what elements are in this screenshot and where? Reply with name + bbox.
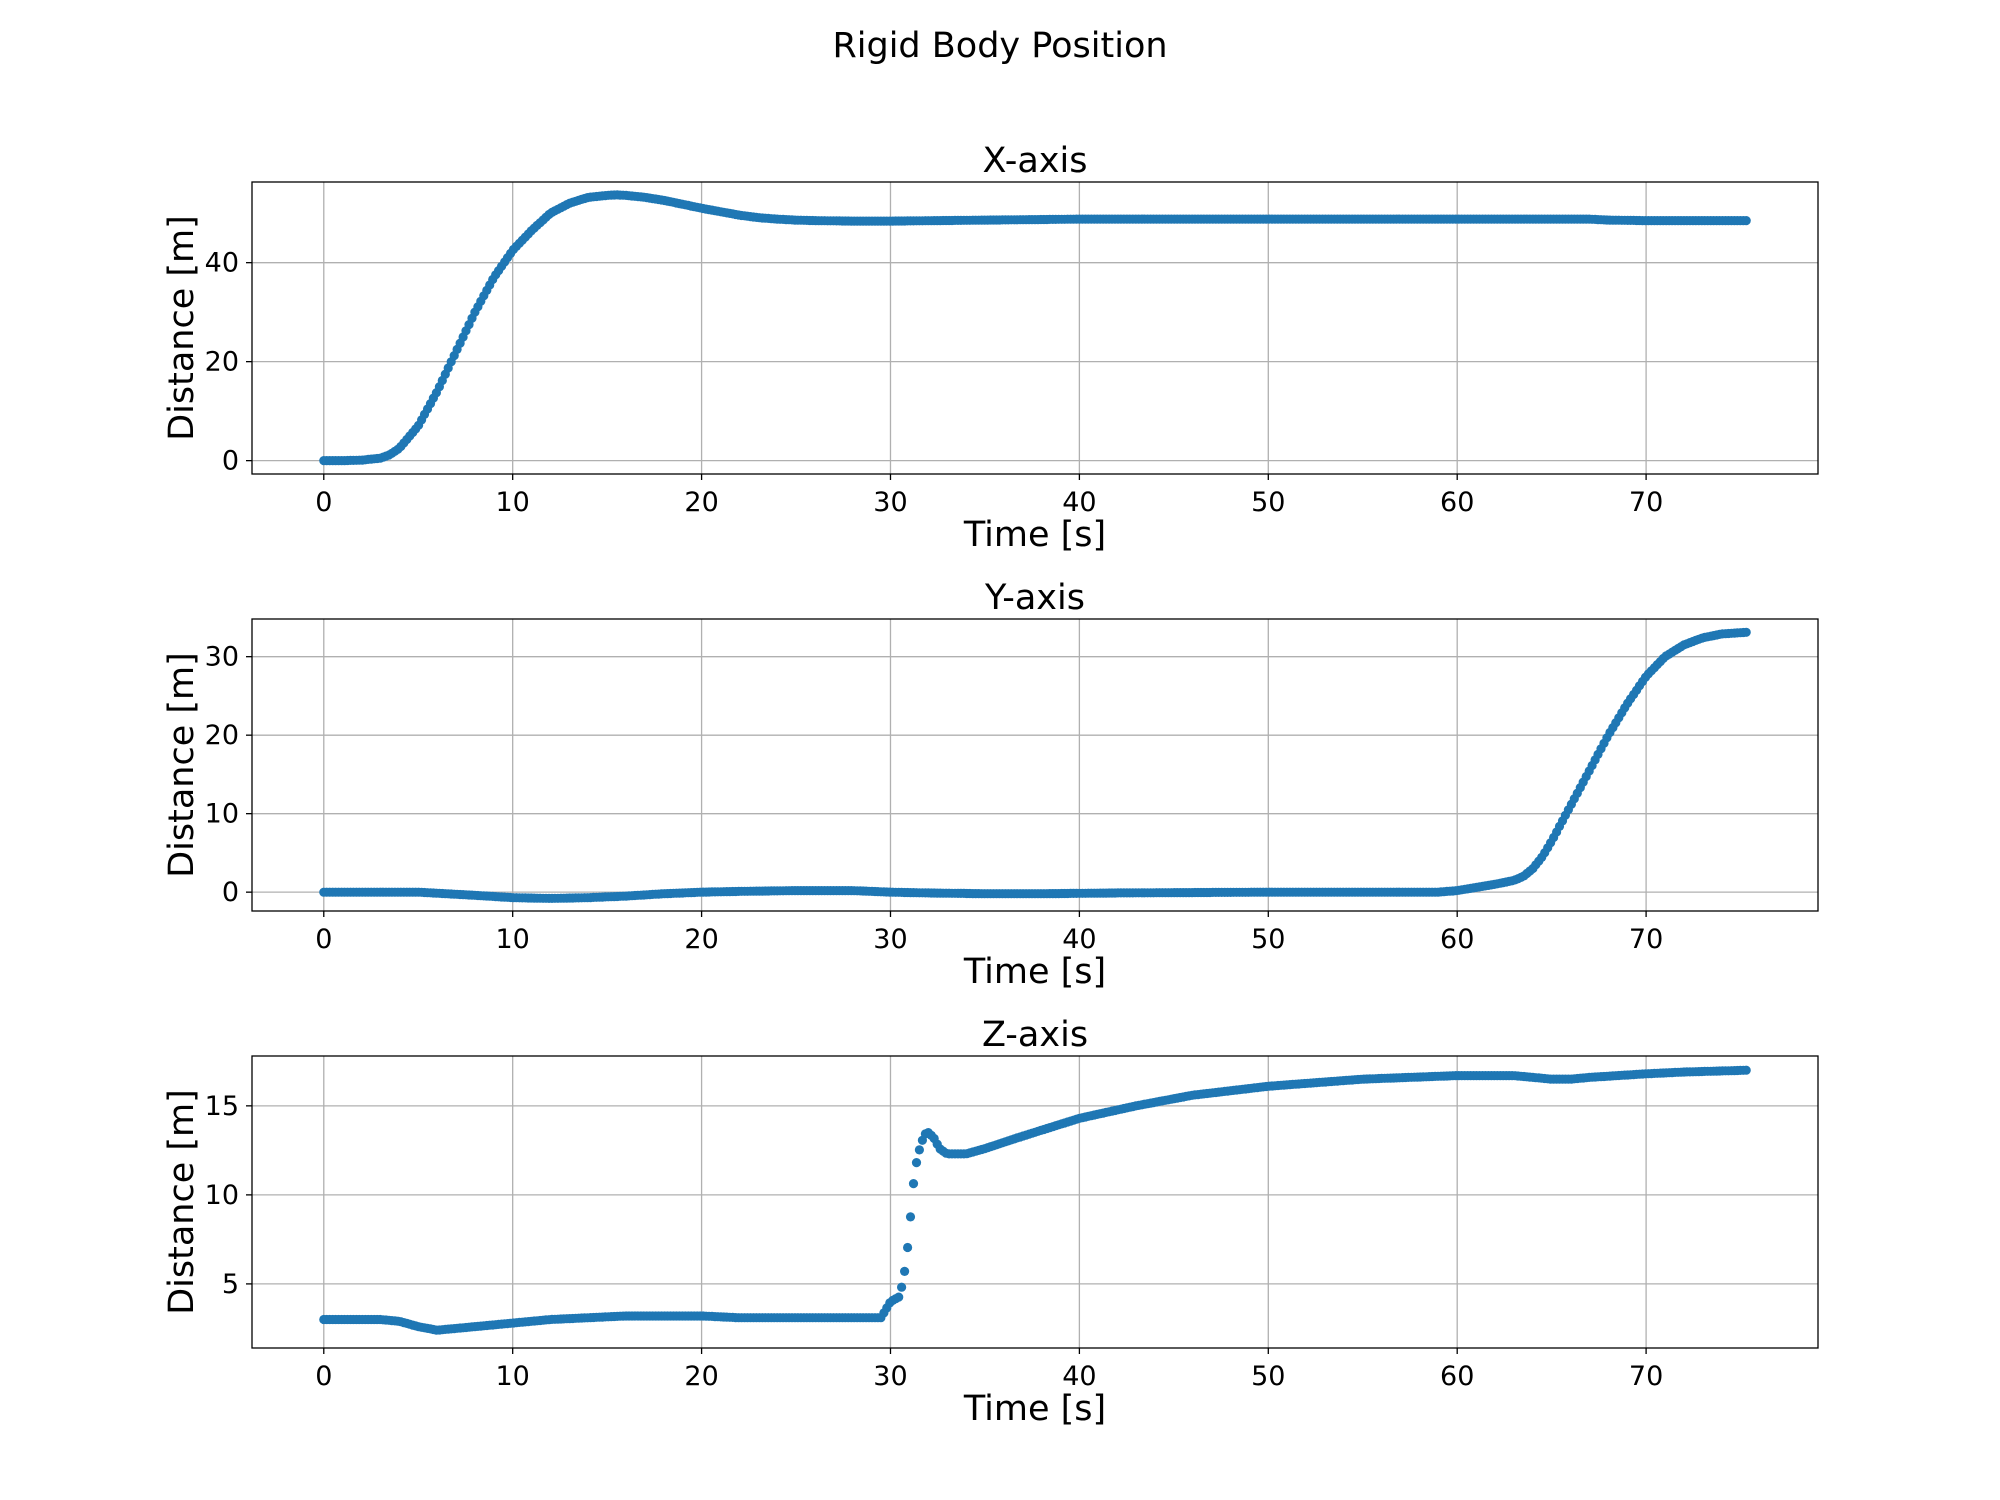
x-tick-label: 10 <box>496 487 530 518</box>
subplot-3: 0 10 20 30 40 50 60 70 5 10 15 Z-axis Time [s] Distan… <box>162 1015 1819 1429</box>
data-point <box>908 1179 919 1189</box>
x-axis-label: Time [s] <box>963 515 1106 555</box>
x-tick-label: 20 <box>684 924 718 955</box>
data-point <box>905 1212 916 1222</box>
data-point <box>914 1145 925 1155</box>
data-point <box>894 1292 904 1302</box>
x-tick-label: 60 <box>1440 924 1474 955</box>
x-tick-label: 50 <box>1251 487 1285 518</box>
plot-frame <box>251 618 1819 912</box>
x-tick-label: 40 <box>1062 924 1096 955</box>
x-tick-label: 40 <box>1062 1361 1096 1392</box>
x-tick-label: 50 <box>1251 1361 1285 1392</box>
data-point <box>903 1242 913 1253</box>
data-series <box>319 627 1751 904</box>
x-tick-label: 10 <box>496 924 530 955</box>
y-axis-label: Distance [m] <box>162 215 202 441</box>
x-tick-label: 50 <box>1251 924 1285 955</box>
data-point <box>1741 216 1751 226</box>
y-tick-label: 30 <box>205 642 239 673</box>
y-tick-label: 10 <box>205 799 239 830</box>
x-tick-label: 60 <box>1440 1361 1474 1392</box>
y-tick-label: 0 <box>222 877 239 908</box>
x-tick-label: 10 <box>496 1361 530 1392</box>
x-tick-label: 0 <box>315 1361 332 1392</box>
x-tick-label: 30 <box>873 1361 907 1392</box>
subplot-title: X-axis <box>983 141 1088 181</box>
x-tick-label: 0 <box>315 924 332 955</box>
x-tick-label: 20 <box>684 1361 718 1392</box>
x-tick-label: 40 <box>1062 487 1096 518</box>
y-axis-label: Distance [m] <box>162 1089 202 1315</box>
data-point <box>1741 627 1751 637</box>
x-tick-label: 20 <box>684 487 718 518</box>
y-tick-label: 20 <box>205 720 239 751</box>
plot-frame <box>251 181 1819 475</box>
x-axis-label: Time [s] <box>963 952 1106 992</box>
y-tick-label: 10 <box>205 1180 239 1211</box>
y-tick-label: 0 <box>222 446 239 477</box>
data-series <box>319 1065 1751 1335</box>
plot-frame <box>251 1055 1819 1349</box>
x-tick-label: 70 <box>1629 487 1663 518</box>
data-point <box>900 1266 910 1276</box>
subplot-title: Y-axis <box>984 578 1085 618</box>
x-tick-label: 30 <box>873 487 907 518</box>
y-tick-label: 15 <box>205 1091 239 1122</box>
x-tick-label: 70 <box>1629 924 1663 955</box>
x-tick-label: 60 <box>1440 487 1474 518</box>
y-tick-label: 40 <box>205 248 239 279</box>
figure-title: Rigid Body Position <box>832 26 1167 66</box>
subplot-title: Z-axis <box>982 1015 1088 1055</box>
data-series <box>319 190 1751 466</box>
y-tick-label: 20 <box>205 347 239 378</box>
subplot-1: 0 10 20 30 40 50 60 70 0 20 40 X-axis Time [s] Distan… <box>162 141 1819 555</box>
data-point <box>897 1282 907 1292</box>
x-tick-label: 0 <box>315 487 332 518</box>
x-axis-label: Time [s] <box>963 1389 1106 1429</box>
y-axis-label: Distance [m] <box>162 652 202 878</box>
data-point <box>911 1158 922 1168</box>
subplot-2: 0 10 20 30 40 50 60 70 0 10 20 30 Y-axis Time [s] Dist… <box>162 578 1819 992</box>
x-tick-label: 30 <box>873 924 907 955</box>
data-point <box>1741 1065 1751 1075</box>
x-tick-label: 70 <box>1629 1361 1663 1392</box>
y-tick-label: 5 <box>222 1269 239 1300</box>
